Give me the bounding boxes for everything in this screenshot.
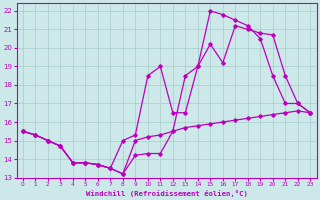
X-axis label: Windchill (Refroidissement éolien,°C): Windchill (Refroidissement éolien,°C) [86,190,248,197]
